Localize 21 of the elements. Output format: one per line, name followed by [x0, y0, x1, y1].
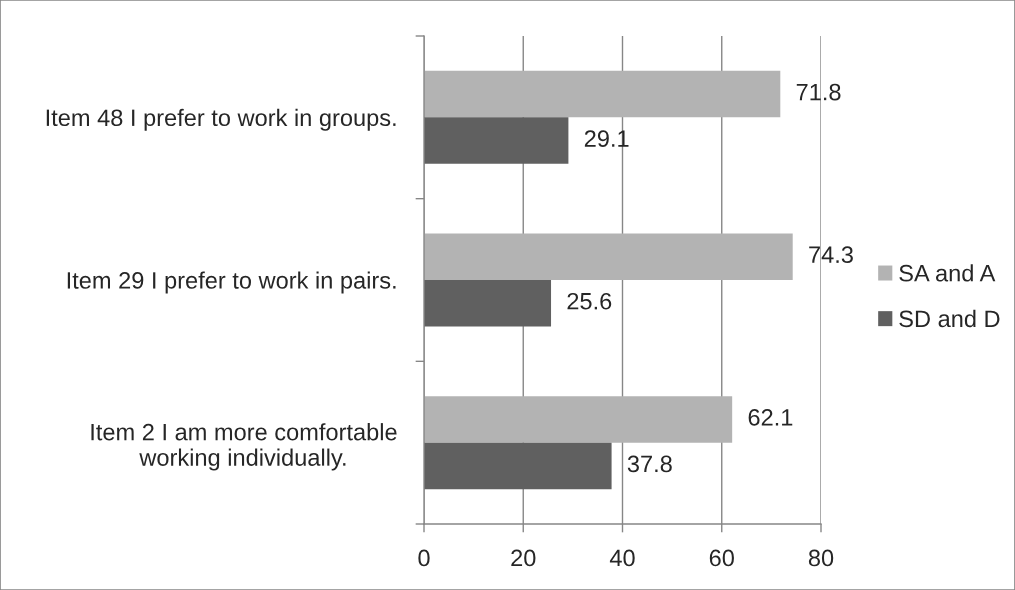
x-tick-label: 40	[609, 549, 635, 567]
y-tick-label: Item 2 I am more comfortable working individually.	[91, 423, 397, 471]
bar	[424, 117, 569, 164]
data-label: 62.1	[748, 409, 793, 426]
bar	[424, 442, 612, 490]
bar	[424, 70, 781, 118]
legend-label: SA and A	[899, 264, 996, 282]
bar	[424, 280, 552, 327]
x-tick-label: 20	[511, 549, 536, 567]
data-label: 71.8	[796, 83, 841, 101]
data-label: 74.3	[809, 246, 853, 264]
x-tick-label: 0	[418, 549, 430, 567]
data-label: 25.6	[567, 292, 612, 310]
x-tick-label: 80	[808, 549, 834, 567]
y-tick-label: Item 48 I prefer to work in groups.	[46, 108, 396, 131]
data-label: 37.8	[627, 455, 672, 473]
bar	[424, 233, 793, 280]
x-tick-label: 60	[709, 549, 734, 567]
y-tick-label: Item 29 I prefer to work in pairs.	[67, 271, 396, 294]
legend-label: SD and D	[899, 309, 1000, 328]
bar	[424, 396, 733, 443]
